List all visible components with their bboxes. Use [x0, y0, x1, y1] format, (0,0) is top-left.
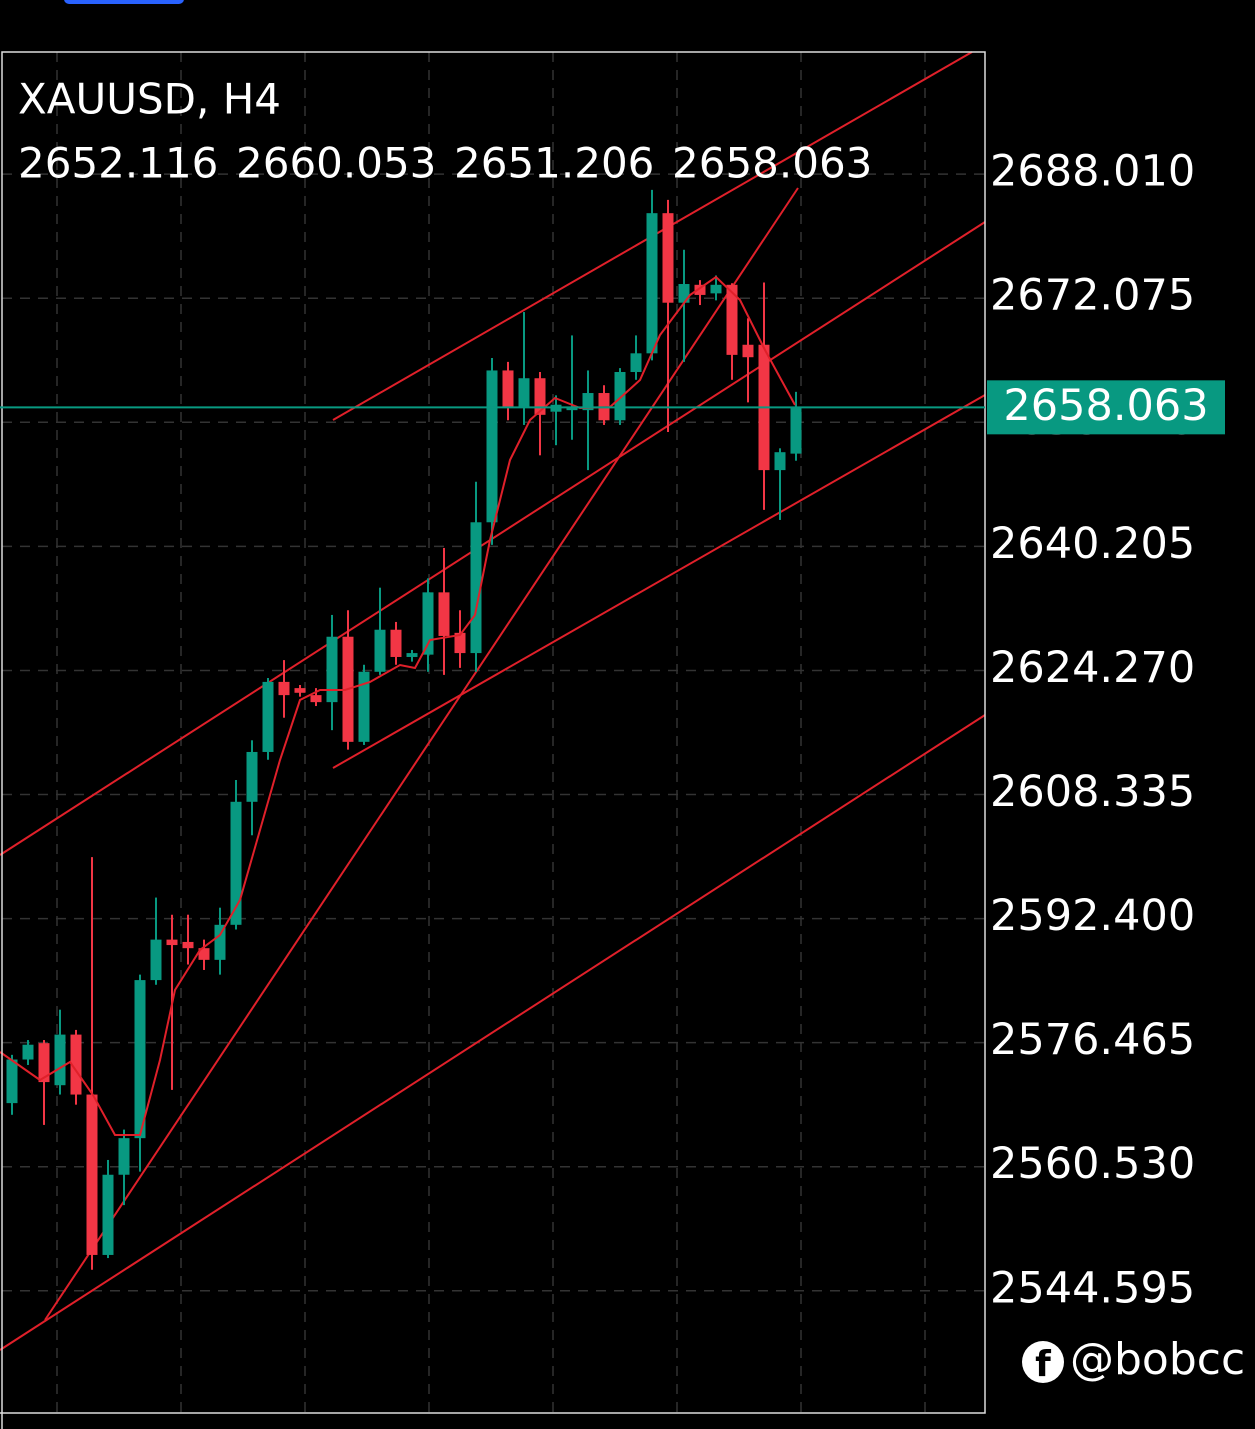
ohlc-open: 2652.116	[18, 139, 218, 188]
candle-body	[534, 378, 546, 415]
price-badge: 2658.063	[0, 380, 1225, 435]
candle-body	[374, 629, 386, 672]
candle-body	[742, 344, 754, 358]
candle-body	[262, 681, 274, 752]
candle-body	[230, 801, 242, 925]
candle-body	[6, 1059, 18, 1104]
candle-body	[326, 636, 338, 703]
candle-body	[278, 681, 290, 696]
candle-body	[790, 407, 802, 454]
candle-body	[662, 213, 674, 303]
candle-body	[310, 695, 322, 703]
moving-average	[0, 275, 796, 1136]
toolbar-button[interactable]	[64, 0, 184, 4]
candle-body	[166, 939, 178, 946]
ohlc-high: 2660.053	[236, 139, 436, 188]
facebook-icon-glyph: f	[1035, 1344, 1051, 1385]
candle-body	[710, 284, 722, 294]
candle-body	[422, 592, 434, 655]
y-tick-label: 2576.465	[990, 1015, 1195, 1065]
candle-body	[358, 671, 370, 742]
trend-line	[0, 714, 986, 1351]
candle-body	[694, 284, 706, 295]
candle-body	[22, 1044, 34, 1060]
candle-body	[294, 688, 306, 693]
candle-body	[406, 653, 418, 657]
candle-body	[470, 522, 482, 654]
watermark-text: @bobcc	[1070, 1334, 1245, 1385]
y-tick-label: 2640.205	[990, 519, 1195, 569]
facebook-icon	[1022, 1341, 1064, 1383]
candle-body	[390, 629, 402, 657]
symbol-title: XAUUSD, H4	[18, 75, 281, 124]
price-badge-label: 2658.063	[1003, 381, 1208, 431]
candle-body	[646, 213, 658, 354]
y-tick-label: 2608.335	[990, 767, 1195, 817]
trend-line	[332, 394, 986, 769]
ohlc-header: 2652.116 2660.053 2651.206 2658.063	[18, 139, 872, 188]
y-tick-label: 2560.530	[990, 1139, 1195, 1189]
trend-line	[44, 187, 799, 1321]
y-tick-label: 2592.400	[990, 891, 1195, 941]
candle-body	[134, 980, 146, 1139]
candle-body	[38, 1043, 50, 1083]
candle-body	[70, 1034, 82, 1095]
price-badge-box	[987, 380, 1225, 435]
ohlc-close: 2658.063	[672, 139, 872, 188]
candle-body	[150, 939, 162, 981]
candle-body	[566, 407, 578, 411]
y-tick-label: 2624.270	[990, 643, 1195, 693]
candle-body	[454, 632, 466, 654]
candle-body	[54, 1034, 66, 1086]
candle-body	[726, 284, 738, 355]
candle-body	[102, 1174, 114, 1255]
candle-body	[182, 941, 194, 949]
candle-body	[678, 284, 690, 303]
candle-body	[214, 924, 226, 960]
candle-body	[86, 1094, 98, 1255]
y-tick-label: 2688.010	[990, 147, 1195, 197]
candle-body	[614, 372, 626, 421]
ohlc-low: 2651.206	[454, 139, 654, 188]
candle-body	[198, 948, 210, 960]
candle-body	[246, 751, 258, 802]
candle-body	[118, 1138, 130, 1175]
candle-body	[438, 592, 450, 636]
candle-body	[518, 378, 530, 408]
watermark: f @bobcc	[1022, 1334, 1245, 1385]
candle-body	[502, 370, 514, 408]
candle-body	[774, 452, 786, 471]
candle-body	[486, 370, 498, 523]
candle-body	[582, 393, 594, 411]
y-tick-label: 2672.075	[990, 271, 1195, 321]
y-tick-label: 2544.595	[990, 1263, 1195, 1313]
frame	[0, 51, 986, 1429]
candle-body	[630, 353, 642, 373]
